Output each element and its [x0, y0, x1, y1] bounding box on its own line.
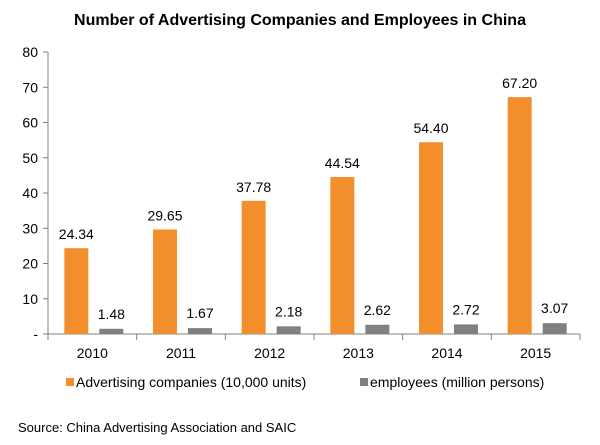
bar-employees [188, 328, 212, 334]
y-tick-label: 60 [22, 115, 38, 131]
y-tick-label: 10 [22, 291, 38, 307]
x-tick-label: 2015 [520, 345, 551, 361]
bar-employees [276, 326, 301, 334]
y-tick-label: 30 [22, 220, 38, 236]
legend: Advertising companies (10,000 units) empl… [66, 374, 544, 390]
data-label: 44.54 [325, 155, 360, 171]
data-label: 1.67 [186, 305, 213, 321]
y-tick-label: 50 [22, 150, 38, 166]
data-label: 3.07 [541, 300, 568, 316]
x-tick-label: 2013 [343, 345, 374, 361]
bar-companies [241, 200, 266, 334]
bar-companies [64, 248, 89, 334]
legend-label: employees (million persons) [370, 374, 544, 390]
y-tick-label: - [33, 326, 38, 342]
x-tick-label: 2014 [431, 345, 462, 361]
bar-companies [330, 176, 355, 334]
legend-swatch [360, 378, 368, 386]
source-note: Source: China Advertising Association an… [18, 420, 297, 435]
data-label: 24.34 [59, 226, 94, 242]
chart-title: Number of Advertising Companies and Empl… [74, 12, 526, 29]
data-labels: 24.34 29.65 37.78 44.54 54.40 67.20 1.48 1.67 2.… [59, 75, 569, 322]
data-label: 2.62 [364, 302, 391, 318]
bar-employees [542, 323, 567, 334]
y-tick-label: 20 [22, 256, 38, 272]
data-label: 37.78 [236, 179, 271, 195]
data-label: 2.18 [275, 303, 302, 319]
bar-companies [507, 97, 532, 335]
data-label: 54.40 [413, 120, 448, 136]
bar-employees [365, 324, 390, 334]
data-label: 29.65 [147, 207, 182, 223]
y-tick-label: 70 [22, 79, 38, 95]
x-tick-label: 2012 [254, 345, 285, 361]
bar-companies [419, 142, 443, 334]
legend-label: Advertising companies (10,000 units) [76, 374, 306, 390]
data-label: 2.72 [452, 301, 479, 317]
x-tick-label: 2011 [166, 345, 196, 361]
bar-employees [99, 328, 124, 334]
y-tick-label: 80 [22, 44, 38, 60]
legend-swatch [66, 378, 74, 386]
x-tick-label: 2010 [77, 345, 108, 361]
bar-employees [454, 324, 478, 334]
data-label: 1.48 [98, 306, 125, 322]
bars [64, 97, 567, 335]
bar-companies [153, 229, 177, 334]
data-label: 67.20 [502, 75, 537, 91]
axes: - 10 20 30 40 50 60 70 80 2010 2011 2012 2013 2014 201… [22, 44, 581, 361]
y-tick-label: 40 [22, 185, 38, 201]
